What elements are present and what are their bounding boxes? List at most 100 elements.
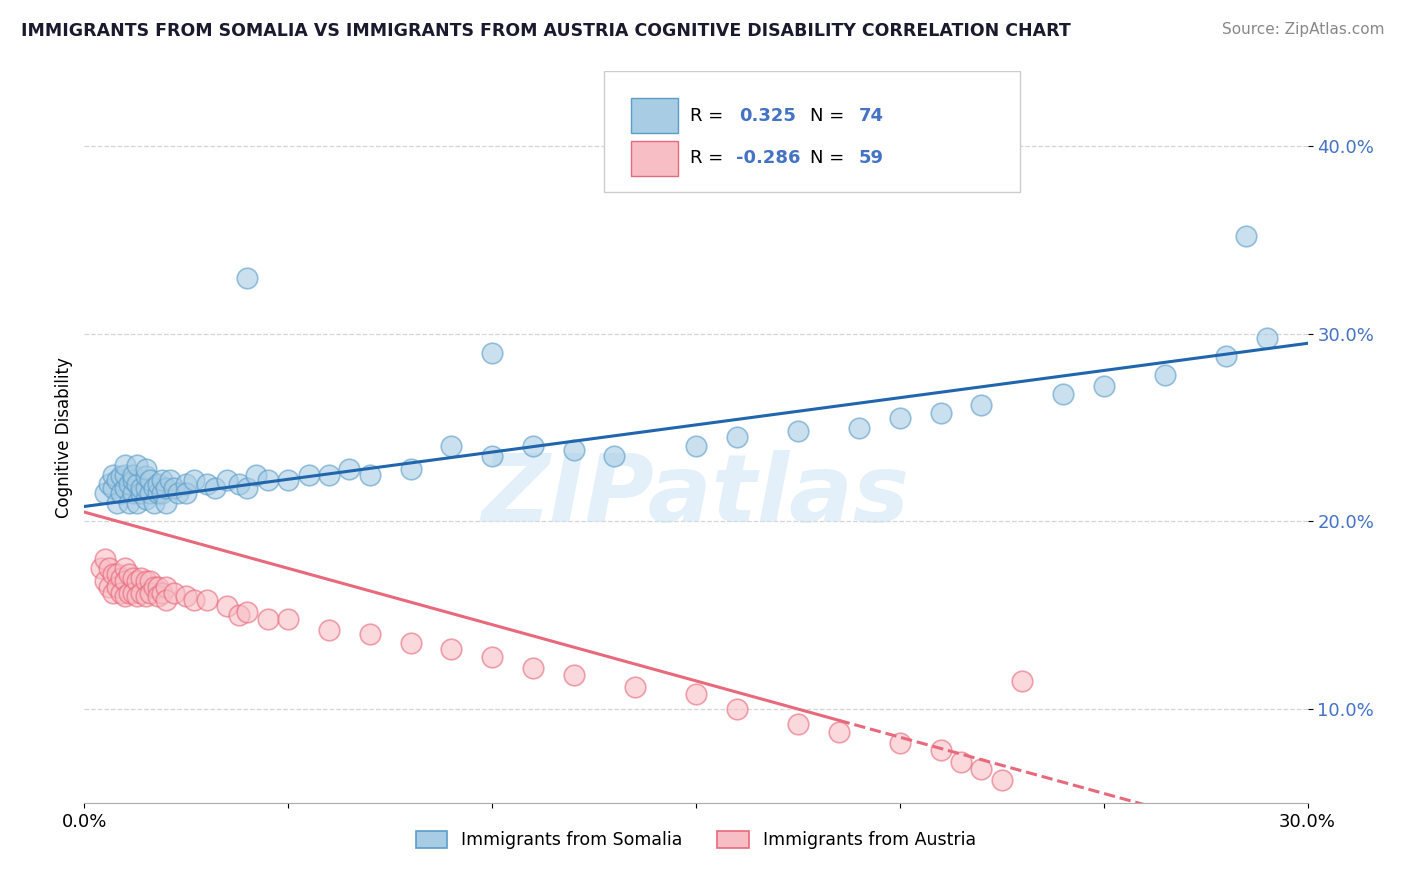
Point <box>685 440 707 454</box>
Point <box>1236 229 1258 244</box>
Point <box>991 773 1014 788</box>
Point <box>110 486 132 500</box>
Text: R =: R = <box>690 107 728 125</box>
Point <box>236 481 259 495</box>
Point <box>159 473 181 487</box>
Point <box>155 496 177 510</box>
Point <box>131 586 153 600</box>
FancyBboxPatch shape <box>631 141 678 176</box>
Point <box>105 566 128 581</box>
Point <box>277 612 299 626</box>
Text: -0.286: -0.286 <box>737 149 801 167</box>
Point <box>318 467 340 482</box>
Point <box>970 398 993 412</box>
Point <box>155 481 177 495</box>
Point <box>970 762 993 776</box>
Text: Source: ZipAtlas.com: Source: ZipAtlas.com <box>1222 22 1385 37</box>
Point <box>257 612 280 626</box>
Point <box>114 481 136 495</box>
Point <box>236 270 259 285</box>
Point <box>127 458 149 473</box>
Point <box>318 624 340 638</box>
Point <box>848 420 870 434</box>
Point <box>110 571 132 585</box>
Point <box>195 593 218 607</box>
Text: N =: N = <box>810 149 849 167</box>
Point <box>217 599 239 613</box>
Point <box>1092 379 1115 393</box>
Point <box>929 406 952 420</box>
Point <box>150 473 173 487</box>
Point <box>118 496 141 510</box>
Point <box>889 736 911 750</box>
Point <box>122 571 145 585</box>
Text: IMMIGRANTS FROM SOMALIA VS IMMIGRANTS FROM AUSTRIA COGNITIVE DISABILITY CORRELAT: IMMIGRANTS FROM SOMALIA VS IMMIGRANTS FR… <box>21 22 1071 40</box>
Point <box>725 430 748 444</box>
Point <box>122 473 145 487</box>
Point <box>828 724 851 739</box>
Point <box>1154 368 1177 383</box>
Point <box>787 425 810 439</box>
Point <box>359 627 381 641</box>
Point <box>204 481 226 495</box>
Point <box>131 571 153 585</box>
Point <box>122 467 145 482</box>
Point <box>155 593 177 607</box>
Point <box>146 580 169 594</box>
Point <box>481 345 503 359</box>
Point <box>339 462 361 476</box>
Point <box>174 486 197 500</box>
Point <box>101 566 124 581</box>
Point <box>93 486 115 500</box>
Point <box>174 477 197 491</box>
Point <box>167 486 190 500</box>
FancyBboxPatch shape <box>605 71 1021 192</box>
Point <box>114 458 136 473</box>
Point <box>138 473 160 487</box>
Point <box>114 561 136 575</box>
Point <box>131 486 153 500</box>
Point <box>105 496 128 510</box>
Point <box>127 590 149 604</box>
Text: 74: 74 <box>859 107 883 125</box>
Point <box>110 586 132 600</box>
Point <box>440 642 463 657</box>
Point <box>1052 387 1074 401</box>
Point <box>399 462 422 476</box>
Text: N =: N = <box>810 107 849 125</box>
Point <box>118 586 141 600</box>
Point <box>118 477 141 491</box>
Point <box>481 649 503 664</box>
Point <box>105 580 128 594</box>
Point <box>142 580 165 594</box>
Point <box>135 462 157 476</box>
Point <box>146 590 169 604</box>
Text: 0.325: 0.325 <box>738 107 796 125</box>
Text: ZIPatlas: ZIPatlas <box>482 450 910 541</box>
Point <box>163 481 186 495</box>
Point <box>122 586 145 600</box>
Point <box>481 449 503 463</box>
Legend: Immigrants from Somalia, Immigrants from Austria: Immigrants from Somalia, Immigrants from… <box>409 823 983 856</box>
Text: R =: R = <box>690 149 728 167</box>
Point <box>93 574 115 589</box>
Point <box>135 469 157 483</box>
Point <box>90 561 112 575</box>
Point <box>135 481 157 495</box>
Point <box>1011 673 1033 688</box>
Text: 59: 59 <box>859 149 883 167</box>
Point <box>114 467 136 482</box>
Point <box>114 590 136 604</box>
Point <box>359 467 381 482</box>
Point <box>110 469 132 483</box>
Point <box>929 743 952 757</box>
Point <box>127 496 149 510</box>
Point <box>138 586 160 600</box>
Point <box>135 491 157 506</box>
Point <box>97 580 120 594</box>
Point <box>146 477 169 491</box>
Point <box>685 687 707 701</box>
Point <box>1256 331 1278 345</box>
Point <box>101 481 124 495</box>
Point <box>127 477 149 491</box>
